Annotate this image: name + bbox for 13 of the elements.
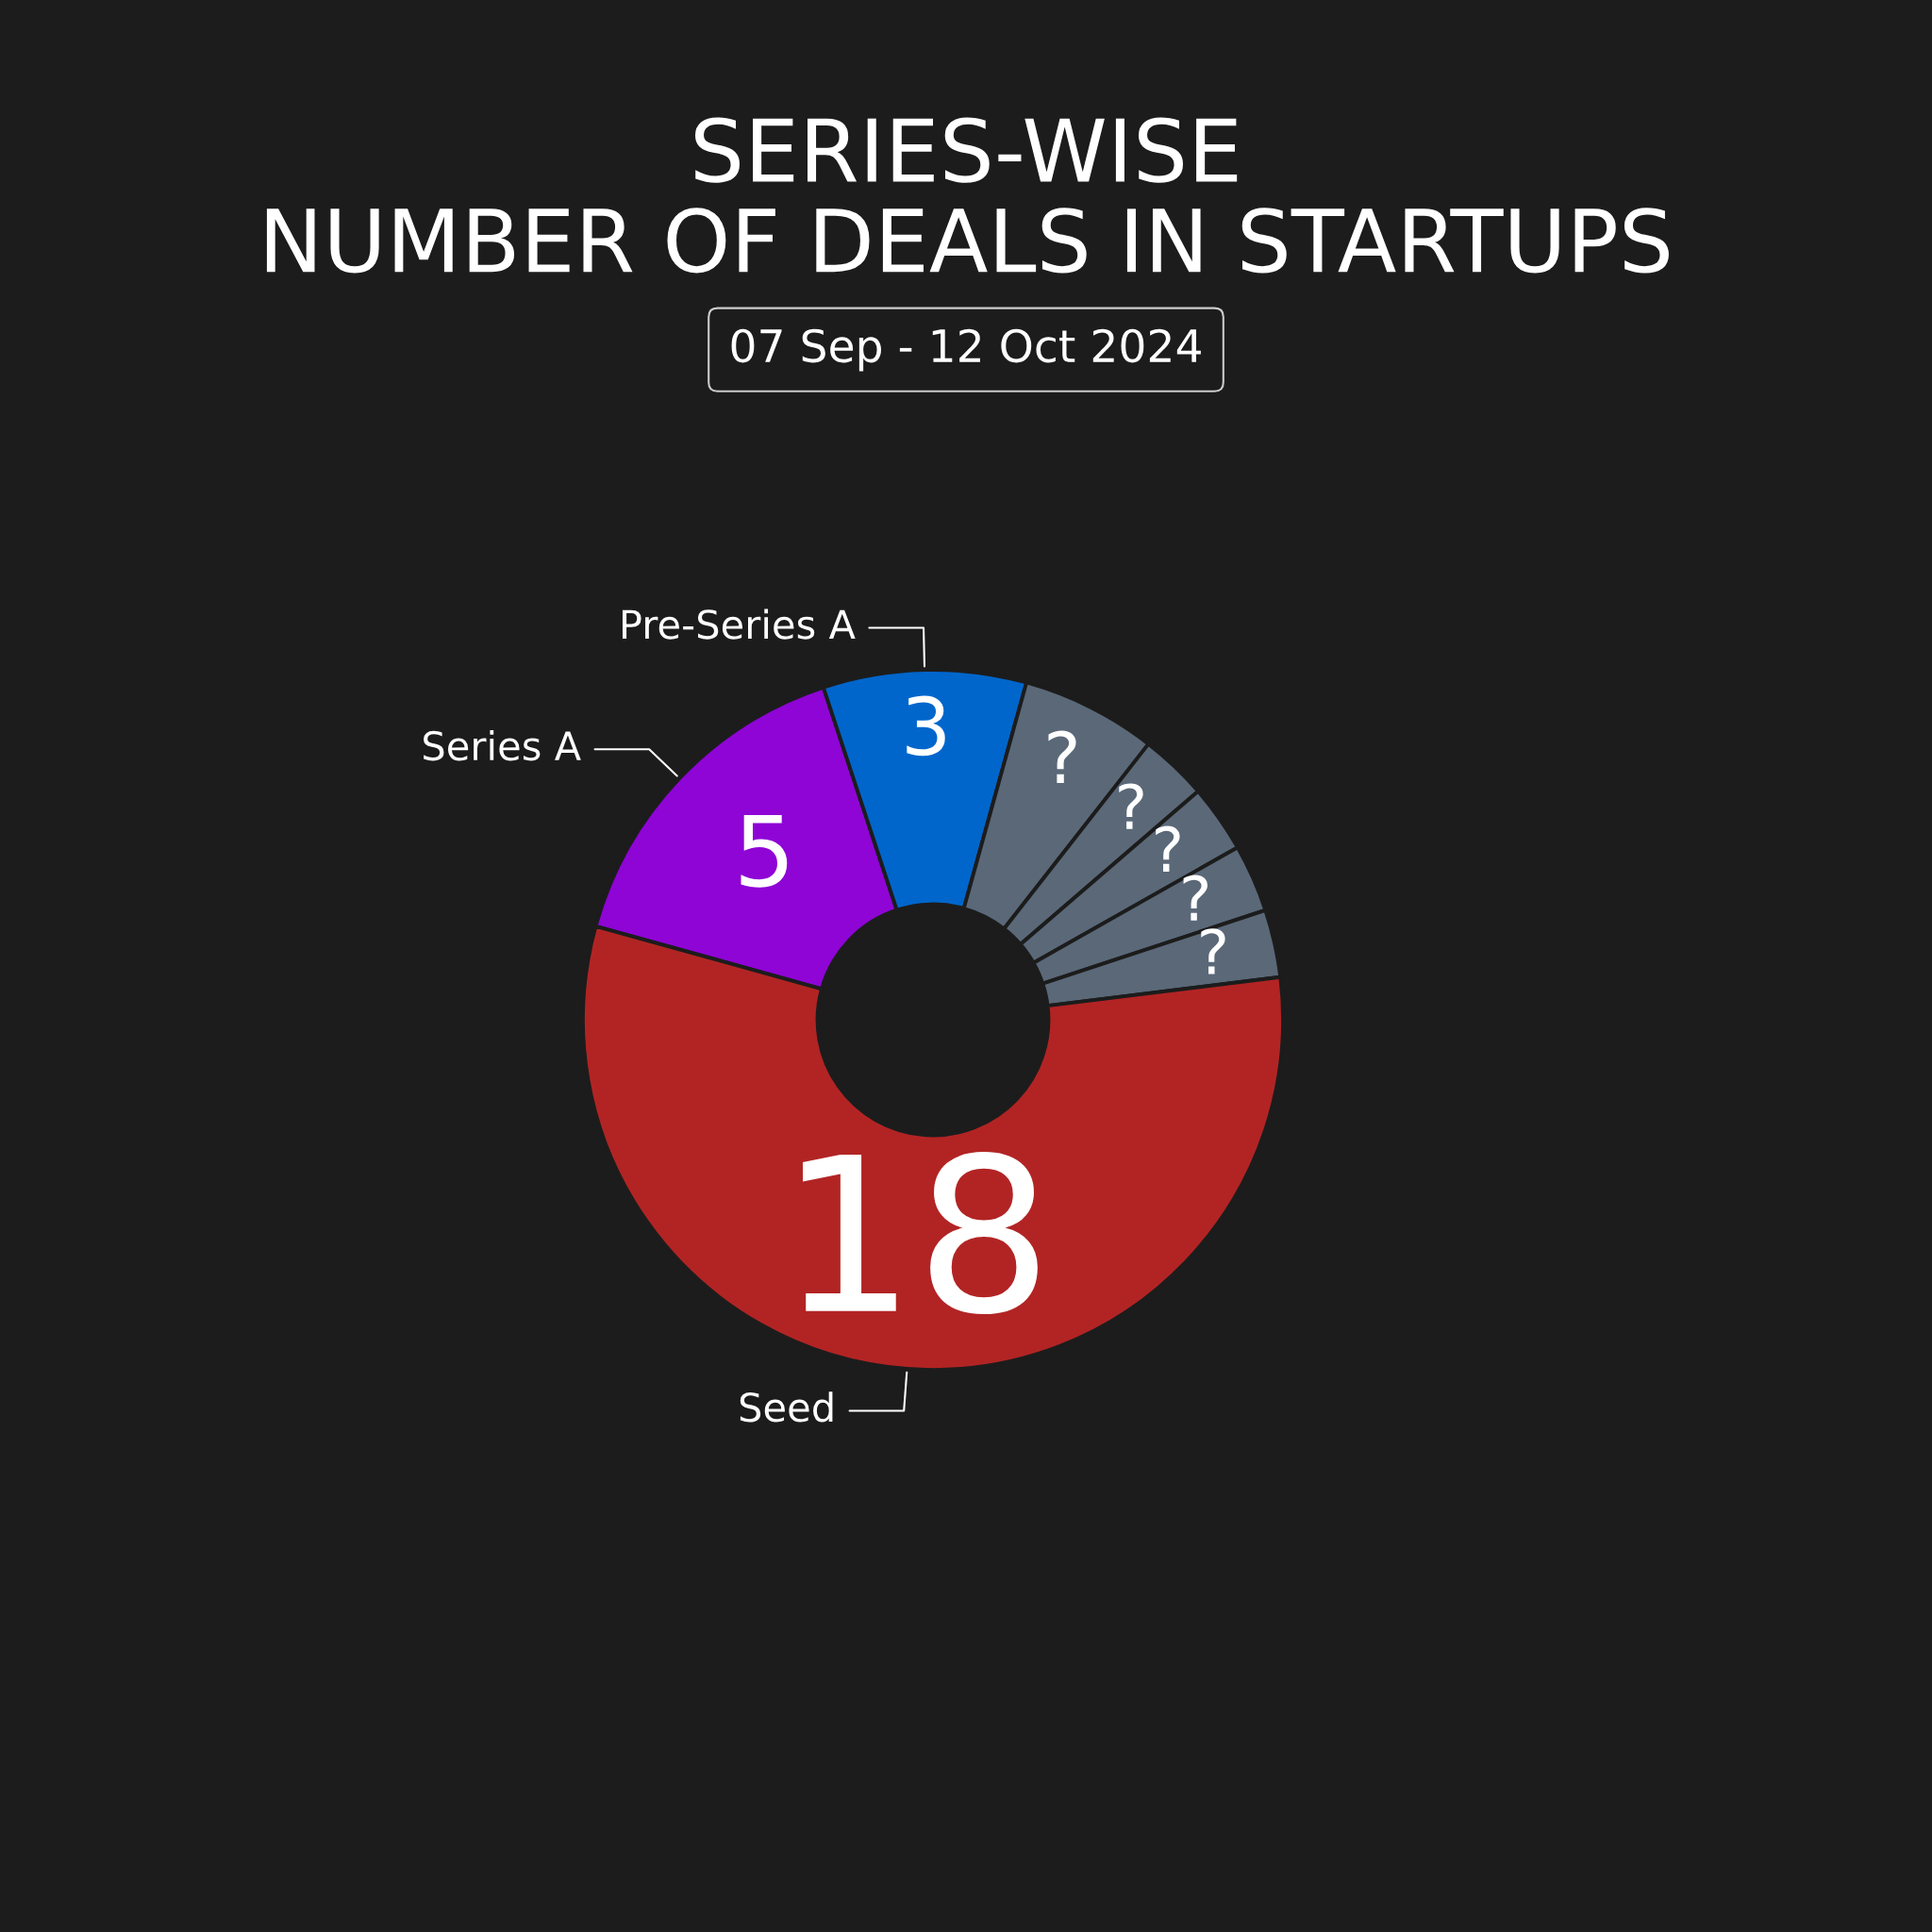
data-label: ? — [1156, 825, 1180, 872]
data-label: ? — [1183, 874, 1208, 921]
slice-label: Pre-Series A — [622, 608, 856, 640]
chart-title: SERIES-WISE NUMBER OF DEALS IN STARTUPS — [266, 117, 1669, 274]
data-label: 5 — [741, 814, 788, 888]
data-label: ? — [1048, 730, 1076, 783]
slice-label: Seed — [740, 1391, 833, 1423]
chart-subtitle: 07 Sep - 12 Oct 2024 — [731, 328, 1201, 372]
data-label: ? — [1119, 783, 1143, 829]
data-label: ? — [1201, 928, 1225, 974]
slice-label: Series A — [424, 730, 581, 761]
data-label: 18 — [802, 1152, 1038, 1315]
data-label: 3 — [907, 695, 945, 757]
